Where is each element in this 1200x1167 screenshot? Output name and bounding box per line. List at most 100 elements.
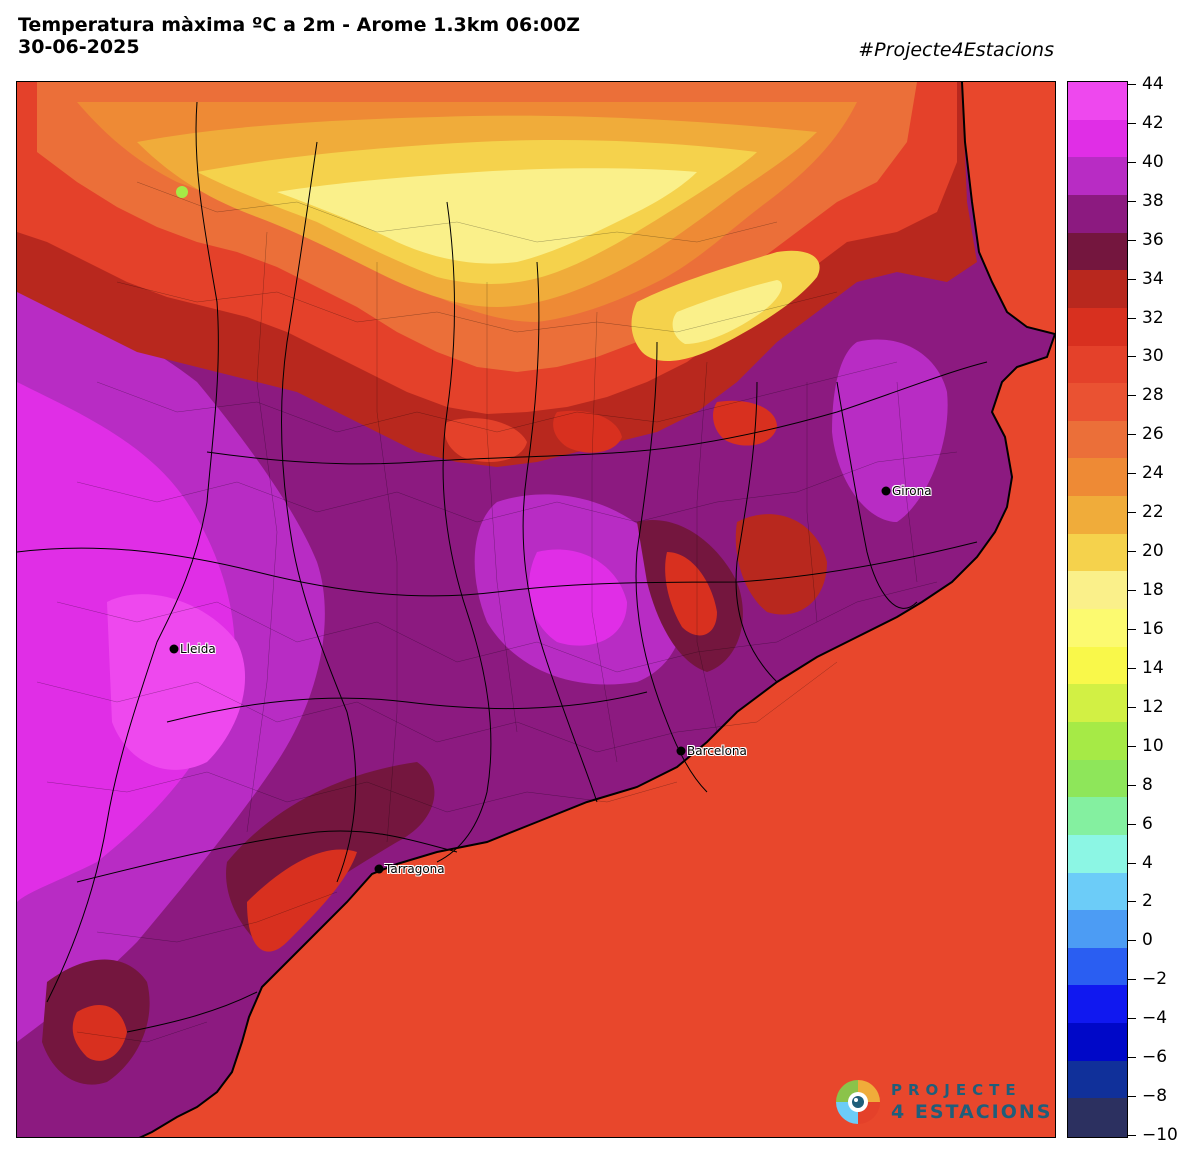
colorbar-tick-label: 0 [1142,930,1153,951]
colorbar-tick [1128,512,1136,514]
region-borders [17,101,988,1033]
colorbar-tick [1128,628,1136,630]
colorbar-swatch [1068,571,1127,610]
logo-text-bottom: 4 ESTACIONS [891,1101,1053,1123]
colorbar-tick [1128,901,1136,903]
colorbar-swatch [1068,609,1127,648]
colorbar-tick-label: 16 [1142,618,1164,639]
colorbar-swatch [1068,232,1127,271]
city-marker-tarragona [374,864,384,874]
temperature-colorbar [1067,81,1128,1138]
title-line1: Temperatura màxima ºC a 2m - Arome 1.3km… [18,14,581,36]
colorbar-tick-label: −4 [1142,1008,1168,1029]
colorbar-tick-label: 6 [1142,813,1153,834]
colorbar-swatch [1068,82,1127,121]
logo-text-top: PROJECTE [891,1081,1022,1099]
colorbar-swatch [1068,947,1127,987]
city-label-girona: Girona [892,484,932,498]
colorbar-tick [1128,706,1136,708]
colorbar-tick-label: 22 [1142,502,1164,523]
colorbar-swatch [1068,1060,1127,1099]
colorbar-tick [1128,551,1136,553]
colorbar-tick-label: 30 [1142,346,1164,367]
temperature-map: Lleida Girona Barcelona Tarragona [16,81,1056,1138]
colorbar-tick-label: 20 [1142,541,1164,562]
hashtag-label: #Projecte4Estacions [858,39,1054,61]
city-label-lleida: Lleida [180,642,216,656]
colorbar-swatch [1068,1098,1127,1137]
colorbar-swatch [1068,270,1127,309]
colorbar-tick [1128,745,1136,747]
colorbar-tick [1128,122,1136,124]
colorbar-tick [1128,667,1136,669]
colorbar-swatch [1068,307,1127,347]
colorbar-swatch [1068,646,1127,685]
city-label-barcelona: Barcelona [687,744,747,758]
colorbar-tick [1128,1096,1136,1098]
colorbar-swatch [1068,834,1127,874]
colorbar-swatch [1068,872,1127,911]
colorbar-tick [1128,395,1136,397]
colorbar-tick [1128,1135,1136,1136]
colorbar-swatch [1068,684,1127,723]
colorbar-tick-label: 8 [1142,774,1153,795]
colorbar-tick-label: −2 [1142,969,1168,990]
colorbar-swatch [1068,721,1127,761]
colorbar-tick [1128,1057,1136,1059]
colorbar-tick [1128,590,1136,592]
colorbar-tick-label: 14 [1142,657,1164,678]
colorbar-tick [1128,823,1136,825]
city-marker-girona [881,486,891,496]
colorbar-tick-label: −8 [1142,1086,1168,1107]
colorbar-tick [1128,278,1136,280]
colorbar-swatch [1068,194,1127,234]
colorbar-tick [1128,784,1136,786]
colorbar-tick [1128,84,1136,85]
colorbar-tick [1128,473,1136,475]
colorbar-tick-label: 10 [1142,735,1164,756]
colorbar-tick-label: −10 [1142,1125,1178,1145]
colorbar-tick-label: 2 [1142,891,1153,912]
colorbar-tick-label: 28 [1142,385,1164,406]
temperature-field [17,82,1055,1137]
colorbar-tick-label: 44 [1142,74,1164,94]
colorbar-tick-label: 24 [1142,463,1164,484]
colorbar-tick-label: 42 [1142,112,1164,133]
colorbar-tick [1128,356,1136,358]
colorbar-tick-label: 12 [1142,696,1164,717]
colorbar-tick [1128,1018,1136,1020]
colorbar-swatch [1068,1023,1127,1062]
colorbar-swatch [1068,119,1127,158]
colorbar-tick [1128,239,1136,241]
projecte4estacions-logo-icon [836,1080,880,1124]
colorbar-tick [1128,940,1136,942]
city-label-tarragona: Tarragona [385,862,445,876]
colorbar-swatch [1068,797,1127,836]
colorbar-tick [1128,434,1136,436]
colorbar-swatch [1068,458,1127,497]
colorbar-swatch [1068,496,1127,535]
colorbar-swatch [1068,345,1127,384]
title-line2: 30-06-2025 [18,36,140,58]
colorbar-swatch [1068,759,1127,798]
colorbar-swatch [1068,383,1127,422]
colorbar-tick [1128,862,1136,864]
colorbar-swatch [1068,420,1127,460]
municipal-borders [36,181,958,1043]
colorbar-tick-label: 32 [1142,307,1164,328]
colorbar-tick-label: −6 [1142,1047,1168,1068]
colorbar-tick-label: 34 [1142,268,1164,289]
colorbar-tick-label: 38 [1142,190,1164,211]
colorbar-tick [1128,200,1136,202]
colorbar-tick [1128,317,1136,319]
colorbar-tick-label: 18 [1142,580,1164,601]
map-title: Temperatura màxima ºC a 2m - Arome 1.3km… [18,14,580,58]
colorbar-swatch [1068,985,1127,1024]
colorbar-tick-label: 26 [1142,424,1164,445]
colorbar-tick [1128,161,1136,163]
colorbar-swatch [1068,910,1127,949]
projecte4estacions-logo: PROJECTE 4 ESTACIONS [833,1077,1053,1129]
colorbar-swatch [1068,157,1127,196]
city-marker-lleida [169,644,179,654]
colorbar-tick [1128,979,1136,981]
